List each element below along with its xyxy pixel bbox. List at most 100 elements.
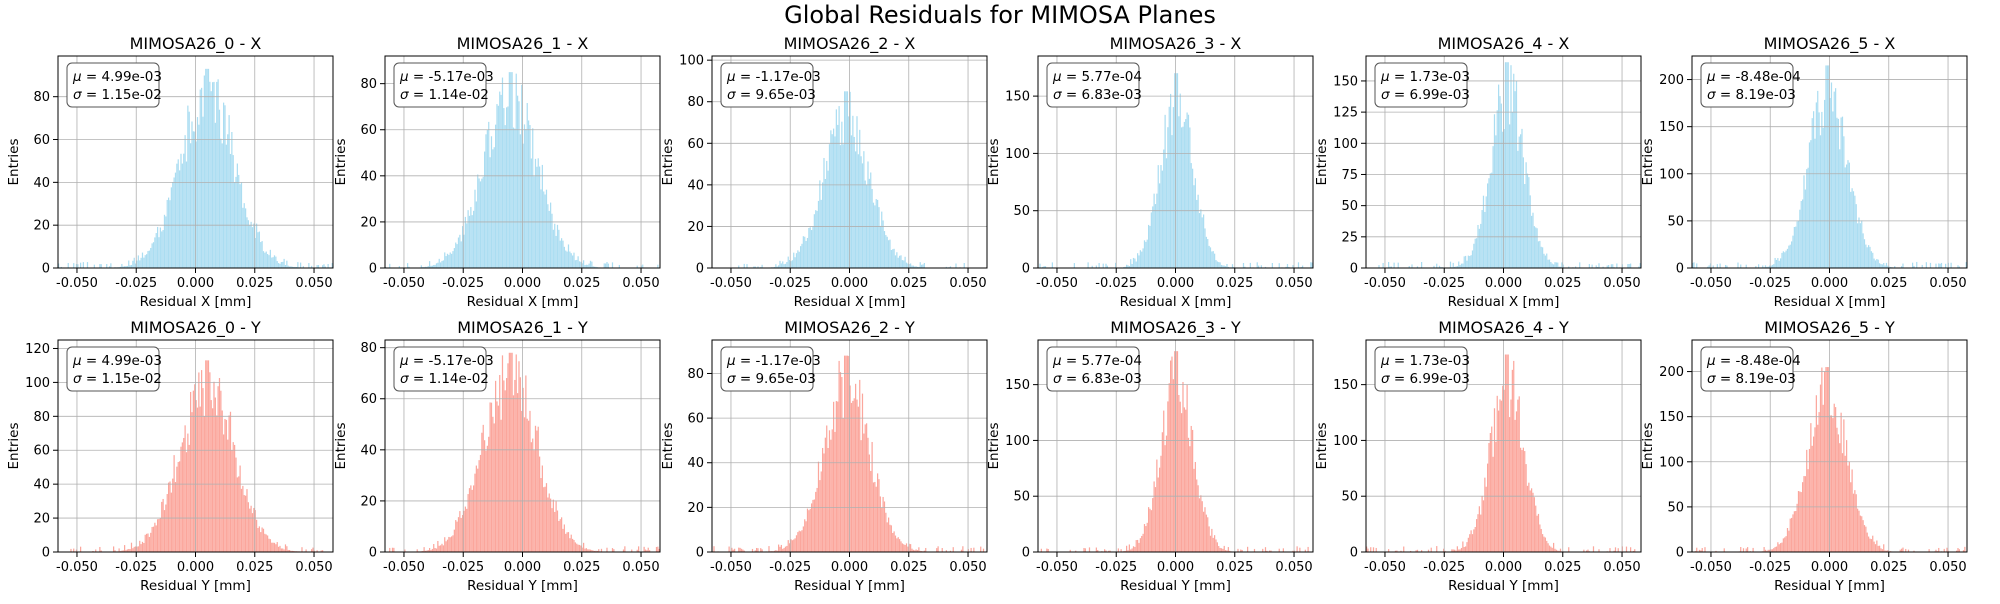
histogram-bar <box>1945 264 1946 268</box>
histogram-bar <box>1165 115 1166 268</box>
histogram-bar <box>237 477 238 552</box>
histogram-bar <box>1486 196 1487 268</box>
histogram-bar <box>235 458 236 552</box>
histogram-bar <box>132 261 133 268</box>
histogram-bar <box>1847 466 1848 552</box>
histogram-bar <box>1523 448 1524 552</box>
histogram-bar <box>1388 262 1389 268</box>
histogram-bar <box>833 129 834 268</box>
histogram-bar <box>840 145 841 268</box>
histogram-bar <box>821 200 822 268</box>
histogram-bar <box>1935 264 1936 268</box>
histogram-bar <box>505 125 506 268</box>
histogram-bar <box>200 90 201 268</box>
histogram-bar <box>558 230 559 268</box>
histogram-bar <box>729 547 730 552</box>
histogram-bar <box>476 466 477 552</box>
histogram-bar <box>744 264 745 268</box>
histogram-bar <box>1810 140 1811 268</box>
histogram-bar <box>1491 427 1492 552</box>
x-tick-label: -0.050 <box>383 560 425 575</box>
histogram-bar <box>1198 195 1199 268</box>
histogram-bar <box>1858 217 1859 268</box>
histogram-bar <box>186 452 187 552</box>
histogram-bar <box>874 205 875 268</box>
histogram-bar <box>859 380 860 552</box>
histogram-bar <box>1863 233 1864 268</box>
stats-mean: μ = -1.17e-03 <box>726 353 821 369</box>
histogram-bar <box>1519 396 1520 552</box>
histogram-bar <box>1537 516 1538 552</box>
histogram-bar <box>834 432 835 552</box>
histogram-bar <box>818 462 819 552</box>
histogram-bar <box>1867 247 1868 268</box>
histogram-bar <box>226 420 227 552</box>
histogram-bar <box>152 243 153 268</box>
histogram-bar <box>179 170 180 268</box>
histogram-bar <box>910 544 911 552</box>
histogram-bar <box>473 485 474 552</box>
histogram-bar <box>187 106 188 268</box>
histogram-bar <box>863 151 864 268</box>
histogram-bar <box>814 214 815 268</box>
histogram-bar <box>274 543 275 552</box>
histogram-bar <box>936 548 937 552</box>
stats-mean: μ = 4.99e-03 <box>72 353 162 369</box>
histogram-bar <box>1542 534 1543 552</box>
histogram-bar <box>481 179 482 268</box>
x-tick-label: -0.025 <box>115 276 157 291</box>
histogram-bar <box>1158 477 1159 552</box>
y-tick-label: 75 <box>1341 168 1358 183</box>
histogram-bar <box>562 241 563 268</box>
histogram-bar <box>894 531 895 552</box>
histogram-bar <box>524 417 525 552</box>
histogram-bar <box>487 446 488 552</box>
histogram-bar <box>197 408 198 552</box>
histogram-bar <box>1553 543 1554 552</box>
histogram-bar <box>795 257 796 268</box>
histogram-bar <box>865 424 866 552</box>
histogram-bar <box>242 486 243 552</box>
histogram-bar <box>1764 547 1765 552</box>
histogram-bar <box>1490 173 1491 268</box>
histogram-bar <box>1074 263 1075 268</box>
histogram-bar <box>1912 263 1913 268</box>
histogram-bar <box>512 353 513 552</box>
histogram-bar <box>1191 163 1192 268</box>
histogram-bar <box>768 546 769 552</box>
histogram-bar <box>99 264 100 268</box>
histogram-bar <box>568 532 569 552</box>
histogram-bar <box>1941 263 1942 268</box>
histogram-bar <box>492 417 493 552</box>
histogram-bar <box>209 82 210 268</box>
histogram-bar <box>1696 263 1697 268</box>
histogram-bar <box>454 248 455 268</box>
histogram-bar <box>554 224 555 268</box>
histogram-bar <box>224 419 225 552</box>
histogram-bar <box>253 224 254 268</box>
stats-sigma: σ = 9.65e-03 <box>727 371 816 387</box>
histogram-bar <box>1473 529 1474 552</box>
histogram-bar <box>440 262 441 268</box>
histogram-bar <box>550 203 551 268</box>
histogram-bar <box>1776 547 1777 552</box>
histogram-bar <box>509 72 510 268</box>
histogram-bar <box>1083 548 1084 552</box>
histogram-bar <box>1517 400 1518 552</box>
histogram-bar <box>962 546 963 552</box>
histogram-bar <box>1737 263 1738 268</box>
histogram-bar <box>536 167 537 268</box>
histogram-bar <box>1842 453 1843 552</box>
histogram-bar <box>1196 200 1197 268</box>
histogram-bar <box>964 263 965 268</box>
histogram-bar <box>143 258 144 268</box>
histogram-bar <box>256 520 257 552</box>
histogram-bar <box>1189 446 1190 552</box>
histogram-bar <box>281 262 282 268</box>
histogram-bar <box>198 372 199 552</box>
histogram-bar <box>208 360 209 552</box>
histogram-bar <box>73 263 74 268</box>
histogram-bar <box>556 501 557 552</box>
histogram-bar <box>1865 245 1866 268</box>
